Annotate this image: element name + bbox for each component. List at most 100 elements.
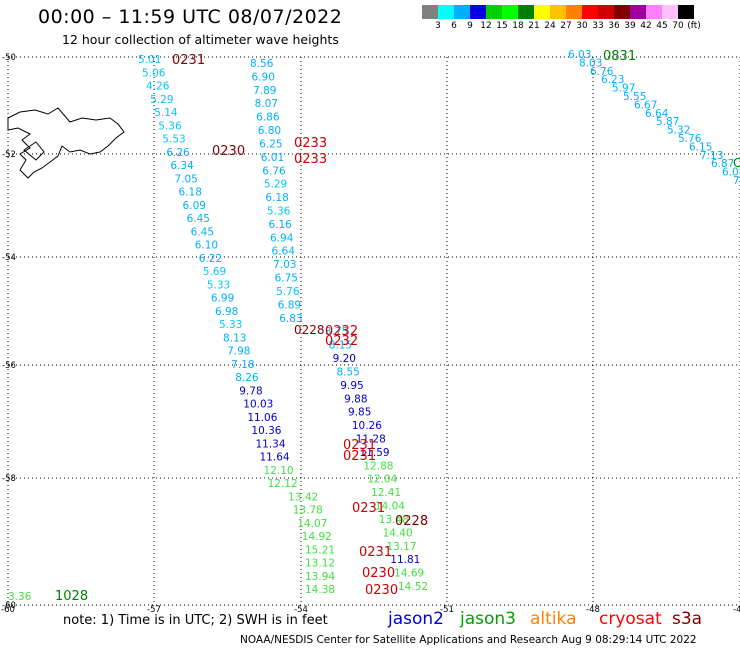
- wave-height-label: 5.33: [207, 279, 230, 291]
- wave-height-label: 5.29: [264, 179, 287, 191]
- colorbar-swatch: [470, 5, 486, 19]
- wave-height-label: 6.34: [170, 160, 194, 172]
- pass-time-label: 0831: [603, 49, 636, 64]
- wave-height-label: 4.26: [146, 81, 170, 93]
- colorbar-tick: 3: [435, 21, 441, 31]
- wave-height-label: 8.15: [329, 340, 352, 352]
- colorbar-swatch: [678, 5, 694, 19]
- satellite-s3a: s3a: [672, 609, 703, 629]
- y-tick-label: -50: [2, 53, 16, 63]
- wave-height-label: 6.15: [689, 141, 712, 153]
- wave-height-label: 6.10: [195, 240, 218, 252]
- colorbar-swatch: [646, 5, 662, 19]
- pass-time-label: 0233: [294, 136, 327, 151]
- wave-height-label: 8.07: [255, 98, 278, 110]
- wave-height-label: 6.75: [275, 273, 298, 285]
- x-tick-label: -54: [294, 605, 308, 615]
- y-tick-label: -56: [2, 361, 16, 371]
- colorbar-swatch: [486, 5, 502, 19]
- wave-height-label: 5.32: [667, 125, 690, 137]
- colorbar-swatch: [598, 5, 614, 19]
- x-tick-label: -60: [1, 605, 15, 615]
- satellite-cryosat: cryosat: [599, 609, 662, 629]
- colorbar-tick: 33: [592, 21, 604, 31]
- wave-height-label: 7.98: [227, 346, 250, 358]
- y-tick-label: -52: [2, 150, 16, 160]
- wave-height-label: 6.18: [179, 187, 202, 199]
- wave-height-label: 6.64: [272, 246, 296, 258]
- wave-height-label: 6.45: [187, 213, 210, 225]
- colorbar-tick: 9: [467, 21, 473, 31]
- pass-time-label: 0228: [294, 323, 325, 337]
- wave-height-label: 7.13: [700, 150, 723, 162]
- x-tick-label: -51: [440, 605, 454, 615]
- wave-height-label: 14.40: [383, 527, 413, 539]
- wave-height-label: 14.38: [305, 584, 335, 596]
- wave-height-label: 5.53: [162, 134, 185, 146]
- wave-height-label: 6.18: [265, 192, 288, 204]
- wave-height-label: 9.20: [333, 353, 356, 365]
- pass-time-label: 0230: [362, 566, 395, 581]
- wave-height-label: 9.95: [340, 380, 363, 392]
- y-tick-label: -54: [2, 253, 16, 263]
- wave-height-label: 11.59: [360, 447, 390, 459]
- falkland-islands-landmass: [7, 107, 125, 179]
- wave-height-label: 11.34: [255, 438, 285, 450]
- wave-height-label: 6.22: [199, 253, 222, 265]
- wave-height-label: 12.12: [268, 478, 298, 490]
- wave-height-label: 13.78: [293, 505, 323, 517]
- wave-height-label: 12.88: [363, 460, 393, 472]
- wave-height-label: 5.76: [678, 133, 702, 145]
- colorbar-swatch: [630, 5, 646, 19]
- x-tick-label: -45: [733, 605, 740, 615]
- colorbar-tick: 6: [451, 21, 457, 31]
- wave-height-label: 5.69: [203, 266, 226, 278]
- colorbar-tick: 21: [528, 21, 540, 31]
- colorbar-swatch: [518, 5, 534, 19]
- colorbar-swatch: [550, 5, 566, 19]
- wave-height-label: 10.36: [251, 425, 281, 437]
- wave-height-label: 12.41: [371, 487, 401, 499]
- colorbar-tick: 24: [544, 21, 556, 31]
- colorbar-tick: 45: [656, 21, 668, 31]
- pass-time-label: 0228: [395, 514, 428, 529]
- colorbar-swatch: [502, 5, 518, 19]
- pass-time-label: 0230: [365, 583, 398, 598]
- wave-height-label: 6.45: [191, 226, 214, 238]
- wave-height-label: 7.18: [231, 359, 254, 371]
- wave-height-label: 9.78: [239, 385, 262, 397]
- colorbar-tick: 12: [480, 21, 492, 31]
- wave-height-label: 6.76: [262, 165, 286, 177]
- wave-height-label: 10.26: [352, 420, 382, 432]
- colorbar-tick: 15: [496, 21, 508, 31]
- pass-time-label: 0232: [325, 324, 358, 339]
- wave-height-label: 5.97: [612, 83, 635, 95]
- wave-height-label: 5.33: [219, 319, 242, 331]
- wave-height-label: 6.23: [601, 74, 624, 86]
- wave-height-label: 5.14: [154, 107, 178, 119]
- wave-height-label: 6.67: [634, 99, 657, 111]
- wave-height-label: 14.07: [297, 518, 327, 530]
- wave-height-label: 6.98: [215, 306, 238, 318]
- colorbar-swatch: [422, 5, 438, 19]
- wave-height-label: 6.08: [722, 167, 740, 179]
- y-tick-label: -58: [2, 474, 16, 484]
- wave-height-label: 6.87: [711, 158, 734, 170]
- colorbar-swatch: [614, 5, 630, 19]
- wave-height-label: 9.88: [344, 393, 367, 405]
- colorbar-swatch: [534, 5, 550, 19]
- colorbar-tick: 27: [560, 21, 572, 31]
- pass-time-label: 0233: [294, 152, 327, 167]
- wave-height-label: 5.29: [150, 94, 173, 106]
- x-tick-label: -48: [586, 605, 600, 615]
- wave-height-label: 8.03: [579, 57, 602, 69]
- colorbar-tick: 70: [672, 21, 684, 31]
- colorbar-tick: 39: [624, 21, 636, 31]
- wave-height-label: 9.85: [348, 407, 371, 419]
- wave-height-label: 6.80: [258, 125, 281, 137]
- x-tick-label: -57: [147, 605, 161, 615]
- wave-height-label: 5.36: [267, 206, 291, 218]
- wave-height-label: 13.94: [305, 571, 335, 583]
- satellite-jason2: jason2: [388, 609, 444, 629]
- wave-height-label: 6.01: [261, 152, 284, 164]
